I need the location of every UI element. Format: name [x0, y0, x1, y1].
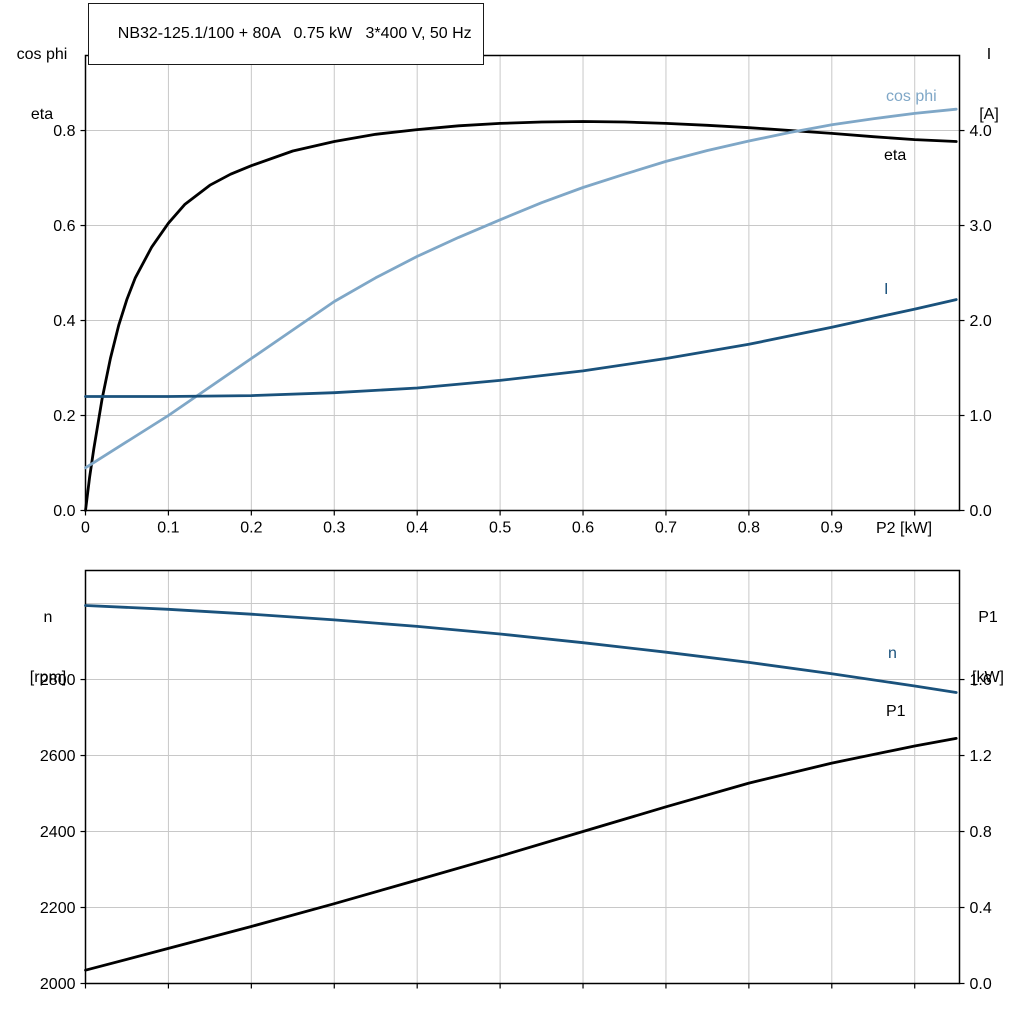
x-tick-label: 0.1 — [157, 520, 179, 537]
y-tick-label: 0.0 — [970, 976, 992, 993]
axis-title-p1-unit: [kW] — [972, 669, 1004, 686]
top-right-axis-title: I [A] — [958, 5, 1020, 165]
plot-frame — [84, 54, 961, 512]
axis-title-speed: n — [43, 609, 53, 626]
y-tick-label: 3.0 — [970, 218, 992, 235]
series-eta — [84, 120, 958, 512]
y-tick-label: 0.8 — [53, 123, 75, 140]
chart-title: NB32-125.1/100 + 80A 0.75 kW 3*400 V, 50… — [117, 25, 472, 42]
series-cos-phi — [84, 107, 958, 470]
y-tick-label: 2800 — [40, 672, 76, 689]
chart-title-box: NB32-125.1/100 + 80A 0.75 kW 3*400 V, 50… — [88, 3, 484, 65]
axis-title-eta: eta — [30, 106, 54, 123]
x-tick-label: 0.8 — [738, 520, 760, 537]
y-tick-label: 1.2 — [970, 748, 992, 765]
y-tick-label: 0.2 — [53, 408, 75, 425]
y-tick-label: 0.4 — [53, 313, 75, 330]
x-tick-label: 0.7 — [655, 520, 677, 537]
x-tick-label: 0.5 — [489, 520, 511, 537]
y-tick-label: 0.8 — [970, 824, 992, 841]
y-tick-label: 0.0 — [53, 503, 75, 520]
bottom-right-axis-title: P1 [kW] — [956, 568, 1020, 728]
y-tick-label: 0.4 — [970, 900, 992, 917]
x-tick-label: 0.9 — [821, 520, 843, 537]
current-curve-label: I — [884, 281, 889, 298]
series-I — [84, 298, 958, 398]
top-left-axis-title: cos phi eta — [6, 5, 78, 165]
speed-curve-label: n — [888, 645, 897, 662]
axis-title-speed-unit: [rpm] — [29, 669, 67, 686]
y-tick-label: 2600 — [40, 748, 76, 765]
y-tick-label: 1.6 — [970, 672, 992, 689]
x-tick-label: 0.3 — [323, 520, 345, 537]
y-tick-label: 1.0 — [970, 408, 992, 425]
y-tick-label: 2200 — [40, 900, 76, 917]
x-tick-label: 0.2 — [240, 520, 262, 537]
series-n — [84, 604, 958, 694]
axis-title-cos-phi: cos phi — [16, 46, 68, 63]
x-tick-label: 0 — [81, 520, 90, 537]
y-tick-label: 0.0 — [970, 503, 992, 520]
x-tick-label: 0.6 — [572, 520, 594, 537]
axis-title-current-unit: [A] — [979, 106, 999, 123]
cos-phi-curve-label: cos phi — [886, 88, 937, 105]
bottom-chart-canvas: 2000 2200 2400 2600 2800 0.0 0.4 0.8 1.2 1.6 — [40, 569, 992, 993]
y-tick-label: 2000 — [40, 976, 76, 993]
x-axis-label: P2 [kW] — [876, 520, 933, 537]
p1-curve-label: P1 — [886, 703, 906, 720]
y-tick-label: 2.0 — [970, 313, 992, 330]
eta-curve-label: eta — [884, 147, 907, 164]
x-tick-label: 0.4 — [406, 520, 428, 537]
series-P1 — [84, 737, 958, 972]
axis-title-p1: P1 — [978, 609, 998, 626]
axis-title-current: I — [986, 46, 992, 63]
top-chart-canvas: 0 0.1 0.2 0.3 0.4 0.5 0.6 0.7 0.8 0.9 0.0 0.2 0.4 0.6… — [53, 54, 992, 537]
y-tick-label: 4.0 — [970, 123, 992, 140]
plot-frame — [84, 569, 961, 985]
bottom-left-axis-title: n [rpm] — [12, 568, 84, 728]
y-tick-label: 2400 — [40, 824, 76, 841]
y-tick-label: 0.6 — [53, 218, 75, 235]
